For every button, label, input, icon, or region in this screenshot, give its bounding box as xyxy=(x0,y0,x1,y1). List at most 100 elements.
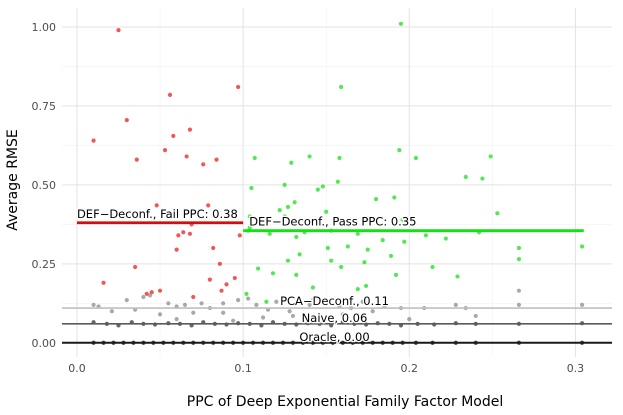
x-axis-ticks: 0.0 0.1 0.2 0.3 xyxy=(68,362,584,375)
ref-label-naive: Naive, 0.06 xyxy=(302,311,368,325)
y-tick-label: 0.00 xyxy=(32,337,57,350)
data-point xyxy=(254,302,259,307)
y-axis-ticks: 0.00 0.25 0.50 0.75 1.00 xyxy=(32,21,57,350)
data-point xyxy=(214,157,219,162)
data-point xyxy=(207,277,212,282)
data-point xyxy=(335,179,340,184)
data-point xyxy=(154,203,159,208)
y-axis-title: Average RMSE xyxy=(5,129,21,230)
data-point xyxy=(289,160,294,165)
data-point xyxy=(340,312,345,317)
data-point xyxy=(206,203,211,208)
data-point xyxy=(455,274,460,279)
data-point xyxy=(157,312,163,317)
ref-label-oracle: Oracle, 0.00 xyxy=(299,330,369,344)
data-point xyxy=(310,298,316,303)
data-point xyxy=(413,155,419,161)
data-point xyxy=(174,247,179,252)
y-tick-label: 0.75 xyxy=(32,100,57,113)
data-point xyxy=(249,185,254,191)
data-point xyxy=(380,238,385,243)
data-point xyxy=(246,296,251,301)
data-point xyxy=(393,272,399,277)
data-point xyxy=(339,84,344,90)
data-point xyxy=(516,288,522,293)
data-point xyxy=(473,313,478,319)
data-point xyxy=(398,21,404,26)
data-point xyxy=(516,302,522,307)
data-point xyxy=(157,288,163,293)
data-point xyxy=(392,195,397,200)
data-point xyxy=(91,138,96,143)
data-point xyxy=(495,211,500,216)
data-point xyxy=(270,271,276,276)
data-point xyxy=(133,264,138,270)
data-point xyxy=(167,92,173,97)
data-point xyxy=(407,316,412,322)
data-point xyxy=(187,231,193,236)
data-point xyxy=(232,275,237,281)
data-point xyxy=(201,162,206,167)
x-axis-title: PPC of Deep Exponential Family Factor Mo… xyxy=(187,394,503,410)
x-tick-label: 0.1 xyxy=(234,362,252,375)
data-point xyxy=(219,288,224,293)
data-point xyxy=(134,157,139,162)
data-point xyxy=(365,247,370,252)
x-tick-label: 0.3 xyxy=(567,362,585,375)
reference-labels: DEF−Deconf., Fail PPC: 0.38 DEF−Deconf., … xyxy=(76,206,418,346)
x-tick-label: 0.0 xyxy=(68,362,86,375)
data-point xyxy=(337,155,342,161)
data-point xyxy=(191,310,196,315)
data-point xyxy=(282,182,287,187)
data-point xyxy=(355,286,360,292)
data-point xyxy=(144,291,149,296)
data-point xyxy=(237,233,242,238)
data-point xyxy=(162,148,168,153)
data-point xyxy=(116,28,121,33)
data-point xyxy=(373,196,379,202)
data-point xyxy=(329,258,334,263)
data-point xyxy=(124,118,129,123)
data-point xyxy=(182,302,188,307)
data-point xyxy=(236,84,241,90)
reference-lines xyxy=(62,221,612,344)
data-point xyxy=(294,272,299,277)
data-point xyxy=(221,301,226,306)
data-point xyxy=(91,302,96,307)
data-point xyxy=(397,148,402,153)
data-point xyxy=(579,244,585,249)
data-point xyxy=(443,236,448,241)
data-point xyxy=(388,253,394,259)
data-point xyxy=(124,298,129,303)
data-point xyxy=(307,154,312,159)
data-point xyxy=(290,313,296,319)
data-point xyxy=(345,244,350,249)
data-point xyxy=(355,231,360,236)
data-point xyxy=(325,245,330,251)
data-point xyxy=(247,225,252,230)
data-point xyxy=(463,174,468,180)
data-point xyxy=(267,231,272,236)
data-point xyxy=(264,299,269,304)
data-point xyxy=(211,245,216,251)
data-point xyxy=(147,293,153,298)
data-point xyxy=(363,283,369,289)
y-tick-label: 1.00 xyxy=(32,21,57,34)
data-point xyxy=(430,264,435,270)
data-point xyxy=(184,154,189,159)
data-point xyxy=(294,234,299,240)
data-point xyxy=(260,315,266,320)
data-point xyxy=(171,133,176,139)
data-point xyxy=(217,261,222,266)
data-point xyxy=(516,245,522,251)
data-point xyxy=(516,256,522,262)
data-point xyxy=(255,266,261,271)
data-point xyxy=(360,299,365,304)
data-point xyxy=(480,176,485,181)
data-point xyxy=(247,214,252,219)
data-point xyxy=(231,318,236,323)
data-point xyxy=(488,154,493,159)
grid-lines xyxy=(62,8,612,357)
series-def-deconf-fail-ppc xyxy=(91,28,242,300)
